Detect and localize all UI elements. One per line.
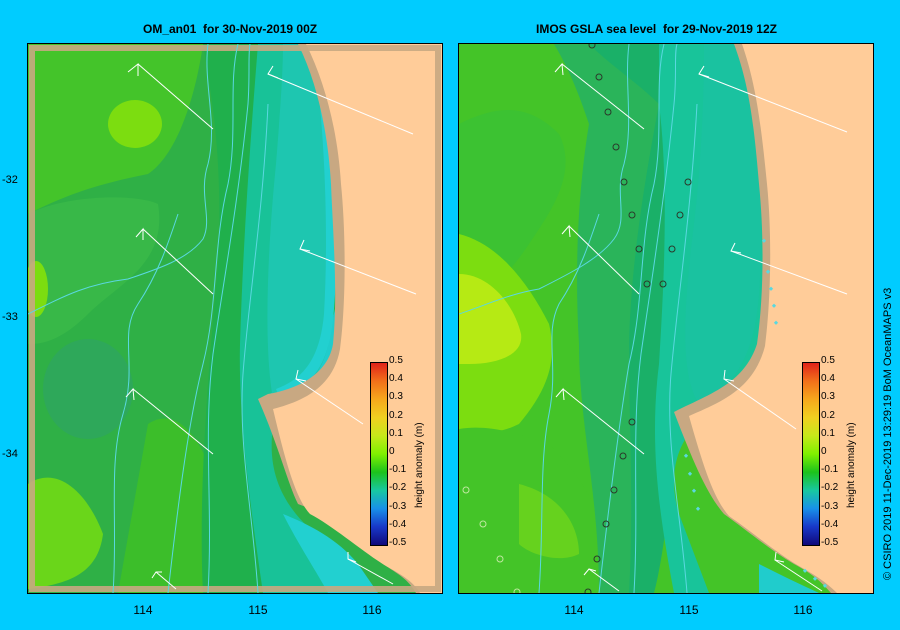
colorbar-tick-label: -0.2 — [389, 482, 407, 494]
map-panel-right — [458, 43, 874, 594]
colorbar-tick-label: -0.2 — [821, 482, 839, 494]
lon-label-115-left: 115 — [248, 603, 268, 617]
colorbar-label-left: height anomaly (m) — [414, 422, 425, 508]
colorbar-tick-label: -0.5 — [821, 537, 839, 548]
lat-label-32: -32 — [2, 174, 18, 186]
lon-label-116-right: 116 — [793, 603, 813, 617]
panel-title-right: IMOS GSLA sea level for 29-Nov-2019 12Z — [536, 22, 777, 36]
colorbar-label-right: height anomaly (m) — [846, 422, 857, 508]
colorbar-right — [802, 362, 820, 546]
credit-text: © CSIRO 2019 11-Dec-2019 13:29:19 BoM Oc… — [882, 287, 894, 580]
lon-label-114-left: 114 — [133, 603, 153, 617]
colorbar-tick-label: -0.4 — [389, 518, 407, 530]
colorbar-tick-label: -0.3 — [821, 500, 839, 512]
map-panel-left — [27, 43, 443, 594]
colorbar-tick-label: 0.3 — [389, 391, 403, 403]
colorbar-tick-label: -0.4 — [821, 518, 839, 530]
colorbar-tick-label: 0.1 — [389, 427, 403, 439]
colorbar-tick-label: 0.2 — [389, 409, 403, 421]
colorbar-tick-label: 0.1 — [821, 427, 835, 439]
lat-label-33: -33 — [2, 311, 18, 323]
colorbar-tick-label: 0.5 — [821, 355, 835, 366]
lon-label-115-right: 115 — [679, 603, 699, 617]
colorbar-tick-label: 0.2 — [821, 409, 835, 421]
colorbar-left — [370, 362, 388, 546]
colorbar-tick-label: 0.5 — [389, 355, 403, 366]
colorbar-tick-label: -0.5 — [389, 537, 407, 548]
colorbar-tick-label: 0.3 — [821, 391, 835, 403]
colorbar-tick-label: -0.3 — [389, 500, 407, 512]
panel-title-left: OM_an01 for 30-Nov-2019 00Z — [143, 22, 318, 36]
colorbar-tick-label: -0.1 — [389, 464, 407, 476]
colorbar-tick-label: 0.4 — [389, 373, 403, 385]
lon-label-114-right: 114 — [564, 603, 584, 617]
colorbar-tick-label: 0 — [389, 446, 395, 457]
colorbar-tick-label: 0 — [821, 446, 827, 457]
lat-label-34: -34 — [2, 448, 18, 460]
lon-label-116-left: 116 — [362, 603, 382, 617]
colorbar-tick-label: -0.1 — [821, 464, 839, 476]
colorbar-tick-label: 0.4 — [821, 373, 835, 385]
